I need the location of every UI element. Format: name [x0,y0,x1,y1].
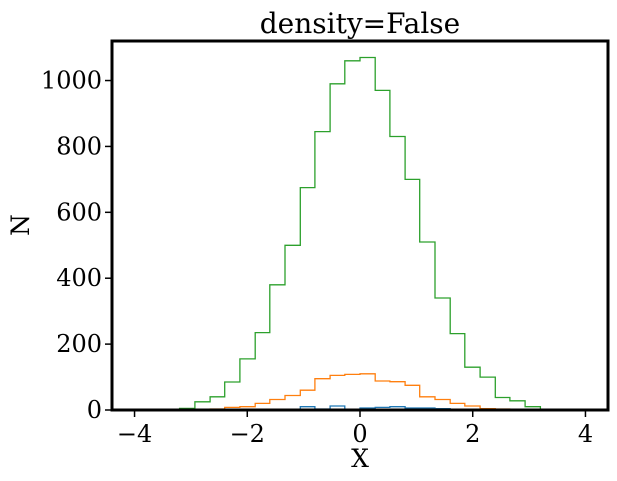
x-tick-label: −2 [230,420,265,448]
y-tick-label: 200 [56,330,102,358]
x-tick-label: 0 [352,420,367,448]
y-tick-label: 600 [56,198,102,226]
chart-title: density=False [260,7,461,40]
x-tick-label: 2 [465,420,480,448]
y-axis-ticks: 0 200 400 600 800 1000 [41,67,112,424]
plot-frame [110,39,610,412]
histogram-series-3 [134,56,586,411]
y-tick-label: 800 [56,132,102,160]
x-tick-label: 4 [578,420,593,448]
y-tick-label: 1000 [41,67,102,95]
x-axis-label: X [351,444,369,473]
x-axis-ticks: −4 −2 0 2 4 [117,410,593,448]
y-axis-label: N [6,214,35,236]
y-tick-label: 400 [56,264,102,292]
histogram-series-2 [134,373,586,411]
series-layer [134,56,586,411]
y-tick-label: 0 [87,396,102,424]
x-tick-label: −4 [117,420,152,448]
